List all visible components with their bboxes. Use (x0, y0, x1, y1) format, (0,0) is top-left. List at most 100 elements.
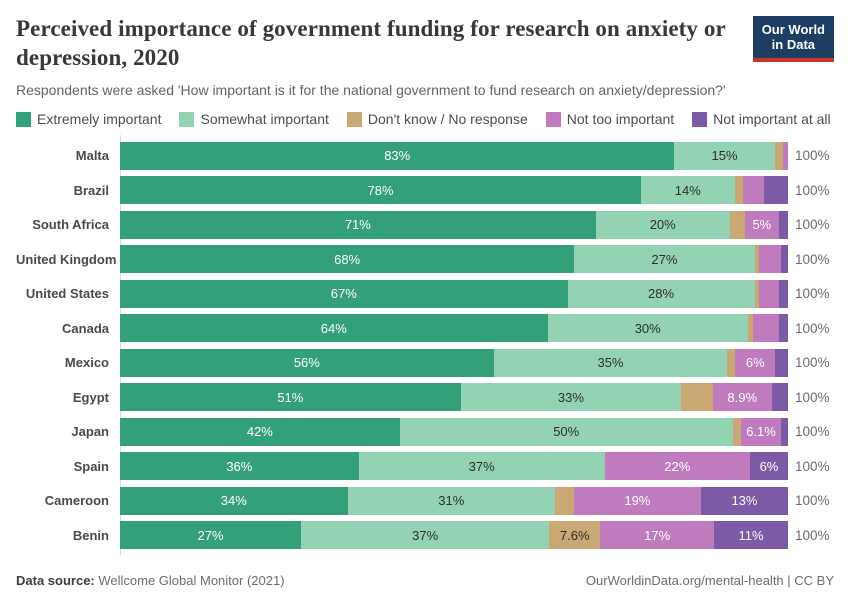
bar-segment-don-t-know-no-response[interactable] (681, 383, 713, 412)
chart-row-brazil: Brazil 78% 14% 100% (16, 173, 834, 208)
country-label-egypt[interactable]: Egypt (72, 389, 109, 405)
country-label-brazil[interactable]: Brazil (73, 182, 109, 198)
legend-item-not-important-at-all[interactable]: Not important at all (692, 111, 831, 127)
legend-item-not-too-important[interactable]: Not too important (545, 111, 675, 128)
bar-track-egypt: 51% 33% 8.9% (120, 383, 788, 412)
bar-track-japan: 42% 50% 6.1% (120, 417, 788, 446)
bar-segment-somewhat-important[interactable]: 20% (595, 210, 730, 239)
bar-segment-don-t-know-no-response[interactable] (754, 245, 760, 274)
legend-swatch-don-t-know-no-response (346, 111, 362, 127)
legend-label: Extremely important (37, 111, 162, 128)
legend-swatch-not-important-at-all (692, 111, 708, 127)
country-label-malta[interactable]: Malta (75, 148, 109, 164)
bar-segment-not-important-at-all[interactable]: 13% (700, 486, 788, 515)
legend-item-extremely-important[interactable]: Extremely important (16, 111, 161, 127)
bar-segment-not-too-important[interactable] (759, 245, 781, 274)
bar-segment-don-t-know-no-response[interactable] (774, 141, 783, 170)
segment-value-label: 56% (293, 355, 320, 371)
bar-segment-not-important-at-all[interactable] (778, 210, 788, 239)
segment-value-label: 20% (649, 217, 676, 233)
country-label-spain[interactable]: Spain (73, 458, 109, 474)
segment-value-label: 6% (759, 458, 779, 474)
bar-segment-somewhat-important[interactable]: 14% (641, 176, 735, 205)
bar-segment-extremely-important[interactable]: 68% (120, 245, 575, 274)
legend: Extremely important Somewhat important Don… (16, 111, 834, 127)
bar-segment-not-too-important[interactable]: 5% (745, 210, 779, 239)
segment-value-label: 50% (553, 424, 580, 440)
legend-item-don-t-know-no-response[interactable]: Don't know / No response (346, 111, 528, 127)
chart-rows: Malta 83% 15% 100% Brazil 78% 14% 100% South Afr… (16, 138, 834, 552)
bar-segment-don-t-know-no-response[interactable] (555, 486, 574, 515)
country-label-cameroon[interactable]: Cameroon (44, 493, 109, 509)
bar-segment-not-too-important[interactable]: 22% (604, 452, 750, 481)
bar-segment-somewhat-important[interactable]: 37% (301, 521, 550, 550)
country-label-benin[interactable]: Benin (72, 527, 109, 543)
bar-segment-not-too-important[interactable]: 17% (600, 521, 715, 550)
legend-swatch-extremely-important (16, 111, 31, 127)
bar-segment-don-t-know-no-response[interactable] (734, 176, 744, 205)
bar-segment-somewhat-important[interactable]: 30% (547, 314, 748, 343)
segment-value-label: 33% (557, 389, 584, 405)
bar-segment-not-important-at-all[interactable] (780, 245, 788, 274)
bar-segment-extremely-important[interactable]: 78% (120, 176, 642, 205)
bar-segment-extremely-important[interactable]: 67% (120, 279, 568, 308)
bar-segment-somewhat-important[interactable]: 27% (574, 245, 755, 274)
bar-segment-extremely-important[interactable]: 34% (120, 486, 348, 515)
total-label: 100% (795, 493, 830, 509)
owid-logo-line2: in Data (771, 36, 816, 52)
legend-item-somewhat-important[interactable]: Somewhat important (179, 111, 329, 127)
bar-segment-not-too-important[interactable]: 6% (735, 348, 776, 377)
legend-label: Not too important (566, 111, 675, 128)
bar-segment-extremely-important[interactable]: 42% (120, 417, 400, 446)
bar-segment-not-important-at-all[interactable]: 11% (714, 521, 788, 550)
bar-segment-extremely-important[interactable]: 36% (120, 452, 359, 481)
bar-segment-extremely-important[interactable]: 83% (120, 141, 675, 170)
bar-segment-don-t-know-no-response[interactable] (732, 417, 741, 446)
bar-segment-somewhat-important[interactable]: 28% (567, 279, 755, 308)
bar-segment-not-important-at-all[interactable] (781, 417, 788, 446)
bar-segment-somewhat-important[interactable]: 50% (399, 417, 733, 446)
bar-segment-don-t-know-no-response[interactable] (754, 279, 760, 308)
bar-segment-don-t-know-no-response[interactable] (747, 314, 754, 343)
segment-value-label: 35% (597, 355, 624, 371)
bar-segment-somewhat-important[interactable]: 15% (674, 141, 775, 170)
bar-segment-extremely-important[interactable]: 27% (120, 521, 302, 550)
country-label-canada[interactable]: Canada (62, 320, 109, 336)
owid-logo[interactable]: Our World in Data (752, 16, 834, 62)
bar-segment-not-too-important[interactable] (743, 176, 764, 205)
bar-segment-extremely-important[interactable]: 51% (120, 383, 461, 412)
y-axis-line (120, 135, 121, 556)
bar-segment-not-too-important[interactable] (759, 279, 780, 308)
country-label-united-kingdom[interactable]: United Kingdom (16, 251, 117, 267)
bar-segment-don-t-know-no-response[interactable]: 7.6% (549, 521, 601, 550)
bar-segment-don-t-know-no-response[interactable] (729, 210, 746, 239)
bar-segment-not-too-important[interactable]: 8.9% (712, 383, 772, 412)
country-label-japan[interactable]: Japan (71, 424, 109, 440)
country-label-south-africa[interactable]: South Africa (32, 217, 109, 233)
bar-segment-not-important-at-all[interactable] (775, 348, 788, 377)
bar-segment-not-important-at-all[interactable] (779, 314, 788, 343)
header: Perceived importance of government fundi… (16, 14, 834, 72)
bar-segment-not-too-important[interactable] (753, 314, 780, 343)
chart-row-south-africa: South Africa 71% 20% 5% 100% (16, 207, 834, 242)
bar-segment-somewhat-important[interactable]: 37% (358, 452, 605, 481)
bar-segment-not-important-at-all[interactable]: 6% (749, 452, 788, 481)
bar-segment-not-too-important[interactable]: 19% (573, 486, 701, 515)
citation-link[interactable]: OurWorldinData.org/mental-health | CC BY (585, 573, 834, 588)
bar-segment-somewhat-important[interactable]: 35% (493, 348, 728, 377)
bar-segment-don-t-know-no-response[interactable] (727, 348, 736, 377)
bar-segment-not-too-important[interactable]: 6.1% (740, 417, 782, 446)
bar-segment-not-important-at-all[interactable] (779, 279, 788, 308)
bar-segment-extremely-important[interactable]: 64% (120, 314, 548, 343)
bar-segment-somewhat-important[interactable]: 33% (460, 383, 682, 412)
bar-segment-somewhat-important[interactable]: 31% (347, 486, 556, 515)
country-label-united-states[interactable]: United States (25, 286, 109, 302)
bar-segment-not-important-at-all[interactable] (771, 383, 788, 412)
bar-segment-extremely-important[interactable]: 56% (120, 348, 494, 377)
bar-segment-extremely-important[interactable]: 71% (120, 210, 596, 239)
bar-segment-not-important-at-all[interactable] (763, 176, 788, 205)
bar-segment-not-too-important[interactable] (782, 141, 788, 170)
country-label-mexico[interactable]: Mexico (64, 355, 109, 371)
chart-row-malta: Malta 83% 15% 100% (16, 138, 834, 173)
